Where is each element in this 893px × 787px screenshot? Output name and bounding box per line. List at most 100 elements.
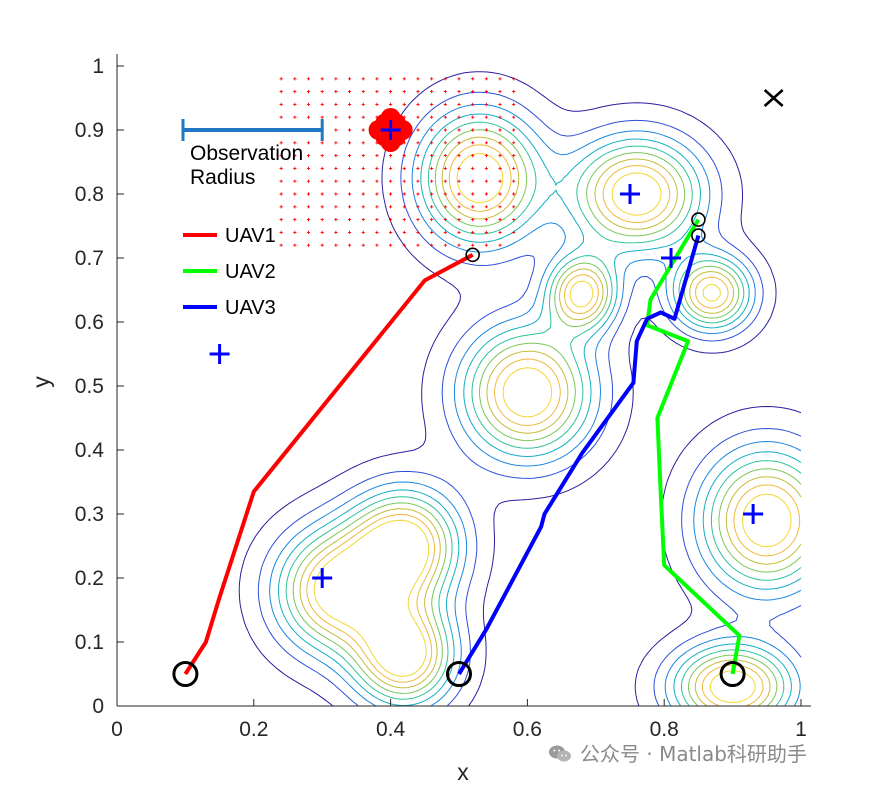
region-point bbox=[430, 218, 434, 222]
region-point bbox=[471, 218, 475, 222]
start-marker bbox=[719, 661, 746, 687]
region-point bbox=[334, 166, 338, 170]
region-point bbox=[484, 243, 488, 247]
region-point bbox=[416, 141, 420, 145]
region-point bbox=[361, 166, 365, 170]
region-point bbox=[347, 179, 352, 183]
x-tick-label: 1 bbox=[795, 718, 807, 741]
region-point bbox=[430, 141, 434, 145]
region-point bbox=[306, 77, 311, 81]
region-point bbox=[430, 102, 434, 106]
region-point bbox=[471, 230, 475, 234]
region-point bbox=[347, 205, 352, 209]
x-axis-label: x bbox=[457, 759, 469, 785]
region-point bbox=[457, 141, 461, 145]
x-tick-label: 0.2 bbox=[239, 718, 268, 741]
region-point bbox=[320, 141, 324, 145]
region-point bbox=[389, 205, 393, 209]
region-point bbox=[416, 230, 420, 234]
region-point bbox=[375, 90, 379, 94]
region-point bbox=[498, 90, 502, 94]
region-point bbox=[389, 218, 393, 222]
region-point bbox=[512, 179, 516, 183]
region-point bbox=[293, 179, 297, 183]
region-point bbox=[443, 166, 447, 170]
region-point bbox=[498, 218, 502, 222]
region-point bbox=[347, 102, 352, 106]
region-point bbox=[334, 115, 338, 119]
region-point bbox=[347, 192, 352, 196]
region-point bbox=[279, 192, 283, 196]
region-point bbox=[471, 90, 475, 94]
region-point bbox=[471, 205, 475, 209]
y-tick-label: 0.7 bbox=[75, 247, 104, 270]
region-point bbox=[361, 218, 365, 222]
region-point bbox=[320, 115, 324, 119]
region-point bbox=[402, 77, 406, 81]
region-point bbox=[293, 102, 297, 106]
y-tick-label: 0.8 bbox=[75, 183, 104, 206]
region-point bbox=[334, 243, 338, 247]
region-point bbox=[498, 243, 502, 247]
region-point bbox=[402, 243, 406, 247]
region-point bbox=[361, 90, 365, 94]
region-point bbox=[375, 205, 379, 209]
region-point bbox=[375, 230, 379, 234]
target-marker bbox=[743, 504, 764, 524]
region-point bbox=[484, 230, 488, 234]
region-point bbox=[471, 179, 475, 183]
region-point bbox=[457, 243, 461, 247]
region-point bbox=[361, 115, 365, 119]
region-point bbox=[306, 218, 311, 222]
wechat-icon bbox=[549, 745, 571, 762]
region-point bbox=[347, 77, 352, 81]
contour-level-3 bbox=[269, 103, 802, 707]
region-point bbox=[361, 154, 365, 158]
region-point bbox=[498, 77, 502, 81]
region-point bbox=[347, 115, 352, 119]
region-point bbox=[334, 141, 338, 145]
region-point bbox=[457, 230, 461, 234]
region-point bbox=[334, 230, 338, 234]
region-point bbox=[293, 243, 297, 247]
region-point bbox=[484, 77, 488, 81]
region-point bbox=[402, 154, 406, 158]
region-point bbox=[416, 154, 420, 158]
region-point bbox=[416, 128, 420, 132]
target-marker bbox=[209, 344, 230, 364]
region-point bbox=[512, 90, 516, 94]
region-point bbox=[293, 166, 297, 170]
region-point bbox=[457, 115, 461, 119]
region-point bbox=[430, 90, 434, 94]
y-tick-label: 0.2 bbox=[75, 567, 104, 590]
path-uav1 bbox=[183, 253, 474, 676]
region-point bbox=[471, 166, 475, 170]
region-point bbox=[512, 102, 516, 106]
contour-level-4 bbox=[278, 113, 802, 707]
x-tick-label: 0.8 bbox=[650, 718, 679, 741]
region-point bbox=[375, 154, 379, 158]
region-point bbox=[484, 90, 488, 94]
region-point bbox=[402, 166, 406, 170]
region-point bbox=[430, 77, 434, 81]
region-point bbox=[402, 218, 406, 222]
region-point bbox=[443, 218, 447, 222]
region-point bbox=[457, 166, 461, 170]
region-point bbox=[306, 192, 311, 196]
region-point bbox=[279, 205, 283, 209]
region-point bbox=[375, 243, 379, 247]
region-point bbox=[484, 166, 488, 170]
region-point bbox=[320, 218, 324, 222]
region-point bbox=[389, 166, 393, 170]
region-point bbox=[430, 205, 434, 209]
region-point bbox=[306, 230, 311, 234]
region-point bbox=[293, 90, 297, 94]
region-point bbox=[471, 102, 475, 106]
cross-marker bbox=[763, 89, 784, 107]
region-point bbox=[443, 141, 447, 145]
region-point bbox=[279, 243, 283, 247]
region-point bbox=[347, 128, 352, 132]
region-point bbox=[334, 218, 338, 222]
markers bbox=[172, 89, 784, 687]
region-point bbox=[402, 102, 406, 106]
